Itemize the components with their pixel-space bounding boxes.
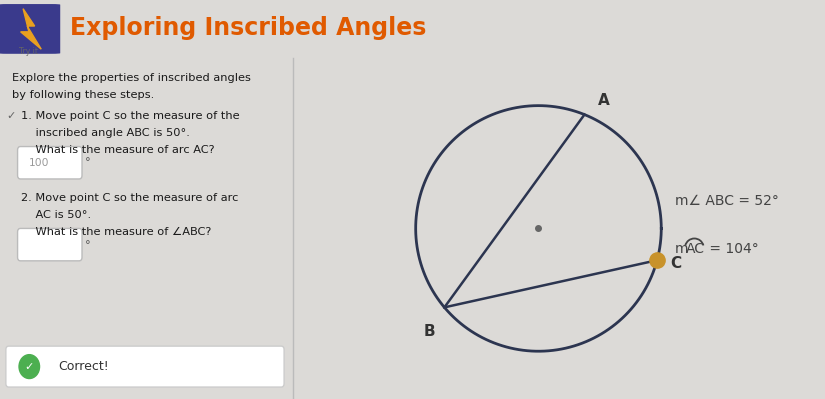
Text: Explore the properties of inscribed angles: Explore the properties of inscribed angl… bbox=[12, 73, 251, 83]
FancyBboxPatch shape bbox=[0, 4, 60, 54]
Text: 1. Move point C so the measure of the: 1. Move point C so the measure of the bbox=[21, 111, 239, 121]
Text: m∠ ABC = 52°: m∠ ABC = 52° bbox=[675, 194, 779, 208]
Text: = 104°: = 104° bbox=[705, 242, 758, 256]
FancyBboxPatch shape bbox=[17, 146, 82, 179]
Text: AC is 50°.: AC is 50°. bbox=[21, 209, 91, 220]
Text: What is the measure of arc AC?: What is the measure of arc AC? bbox=[21, 145, 214, 155]
Text: °: ° bbox=[85, 158, 91, 168]
Polygon shape bbox=[21, 9, 41, 49]
Text: ✓: ✓ bbox=[25, 361, 34, 371]
Text: 100: 100 bbox=[30, 158, 50, 168]
Text: AC: AC bbox=[686, 242, 705, 256]
Text: °: ° bbox=[85, 240, 91, 250]
Text: Try it: Try it bbox=[19, 47, 39, 56]
Text: C: C bbox=[671, 256, 681, 271]
Text: inscribed angle ABC is 50°.: inscribed angle ABC is 50°. bbox=[21, 128, 190, 138]
FancyBboxPatch shape bbox=[17, 228, 82, 261]
Circle shape bbox=[19, 355, 40, 379]
Text: B: B bbox=[424, 324, 436, 340]
Text: A: A bbox=[598, 93, 610, 108]
Text: Correct!: Correct! bbox=[59, 360, 110, 373]
Text: What is the measure of ∠ABC?: What is the measure of ∠ABC? bbox=[21, 227, 211, 237]
Text: Exploring Inscribed Angles: Exploring Inscribed Angles bbox=[70, 16, 427, 40]
Text: 2. Move point C so the measure of arc: 2. Move point C so the measure of arc bbox=[21, 193, 238, 203]
Text: ✓: ✓ bbox=[6, 111, 15, 121]
Text: by following these steps.: by following these steps. bbox=[12, 90, 154, 100]
FancyBboxPatch shape bbox=[6, 346, 284, 387]
Text: m: m bbox=[675, 242, 688, 256]
